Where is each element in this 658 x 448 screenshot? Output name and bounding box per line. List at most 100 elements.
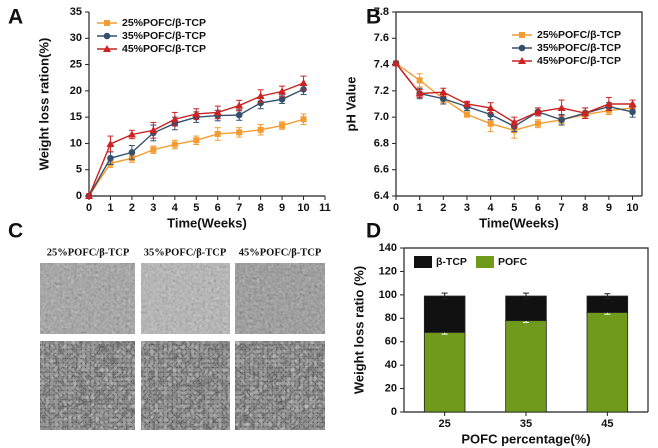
y-tick-label: 20 [385,382,397,394]
marker [533,107,542,115]
series-line [395,62,633,124]
y-axis-label: pH Value [343,77,358,132]
bar-segment [505,320,547,413]
y-tick-label: 120 [379,265,397,277]
marker [103,45,111,52]
marker [519,32,525,38]
sem-texture [141,341,230,430]
marker [106,139,115,147]
marker [150,146,157,153]
marker [440,95,447,103]
marker [557,103,566,111]
y-tick-label: 7.4 [374,58,390,70]
sem-texture [141,263,230,334]
frame [404,247,649,412]
y-tick-label: 35 [70,6,82,18]
marker [415,89,424,97]
marker [278,95,286,103]
marker [462,100,471,107]
x-tick-label: 7 [236,202,242,214]
marker [214,130,221,137]
marker [257,126,264,133]
marker [193,137,200,144]
marker [256,92,265,100]
marker [235,111,243,119]
marker [279,122,286,129]
marker [604,100,613,107]
marker [416,77,423,84]
y-tick-label: 10 [70,137,82,149]
bar-segment [586,312,629,413]
legend-swatch [414,256,432,268]
sem-texture [235,341,325,430]
y-tick-label: 30 [70,32,82,44]
marker [257,99,264,107]
legend-label: 45%POFC/β-TCP [122,43,206,55]
legend-label: β-TCP [436,256,467,268]
y-tick-label: 15 [70,111,82,123]
x-tick-label: 8 [258,202,264,214]
legend-label: POFC [498,256,528,268]
marker [581,109,590,117]
y-tick-label: 5 [76,164,82,176]
marker [628,100,637,107]
marker [107,154,114,162]
marker [213,108,222,116]
marker [439,88,448,96]
x-tick-label: 8 [582,202,588,214]
y-tick-label: 60 [385,336,397,348]
legend-label: 25%POFC/β-TCP [122,17,206,29]
sem-texture [40,341,135,430]
marker [534,120,541,127]
y-tick-label: 7.6 [374,32,389,44]
x-tick-label: 35 [520,418,532,430]
y-tick-label: 6.8 [374,137,389,149]
legend-swatch [476,256,494,268]
marker [85,192,93,199]
marker [518,57,526,64]
y-tick-label: 0 [391,406,397,418]
y-tick-label: 0 [76,190,82,202]
marker [518,44,526,52]
y-tick-label: 80 [385,312,397,324]
y-tick-label: 7.8 [374,6,389,18]
y-axis-label: Weight loss ratio (%) [351,266,366,394]
x-tick-label: 11 [319,202,331,214]
y-axis-label: Weight loss ration(%) [36,38,51,171]
x-tick-label: 9 [606,202,612,214]
x-tick-label: 1 [107,202,113,214]
marker [171,141,178,148]
y-tick-label: 40 [385,359,397,371]
legend-label: 35%POFC/β-TCP [537,42,621,54]
sem-images [40,263,325,430]
y-tick-label: 6.4 [374,190,390,202]
marker [103,32,111,40]
y-tick-label: 7.2 [374,85,389,97]
frame [396,11,643,196]
panel-label: A [8,6,23,29]
x-tick-label: 0 [393,202,399,214]
x-tick-label: 25 [439,418,451,430]
sem-column-label: 35%POFC/β-TCP [144,247,227,258]
x-tick-label: 45 [601,418,613,430]
marker [128,149,136,156]
y-tick-label: 6.6 [374,164,389,176]
x-axis-label: Time(Weeks) [479,215,559,230]
marker [486,103,495,111]
legend-label: 35%POFC/β-TCP [122,30,206,42]
sem-column-label: 45%POFC/β-TCP [239,247,322,258]
y-tick-label: 25 [70,58,82,70]
y-tick-label: 7.0 [374,111,389,123]
x-tick-label: 2 [129,202,135,214]
marker [487,120,494,127]
x-axis-label: POFC percentage(%) [461,431,590,446]
x-tick-label: 6 [535,202,541,214]
marker [278,87,287,95]
x-axis-label: Time(Weeks) [167,215,247,230]
sem-column-label: 25%POFC/β-TCP [47,247,130,258]
marker [236,129,243,136]
x-tick-label: 0 [86,202,92,214]
y-tick-label: 140 [379,242,397,254]
y-tick-label: 100 [379,289,397,301]
x-tick-label: 3 [150,202,156,214]
